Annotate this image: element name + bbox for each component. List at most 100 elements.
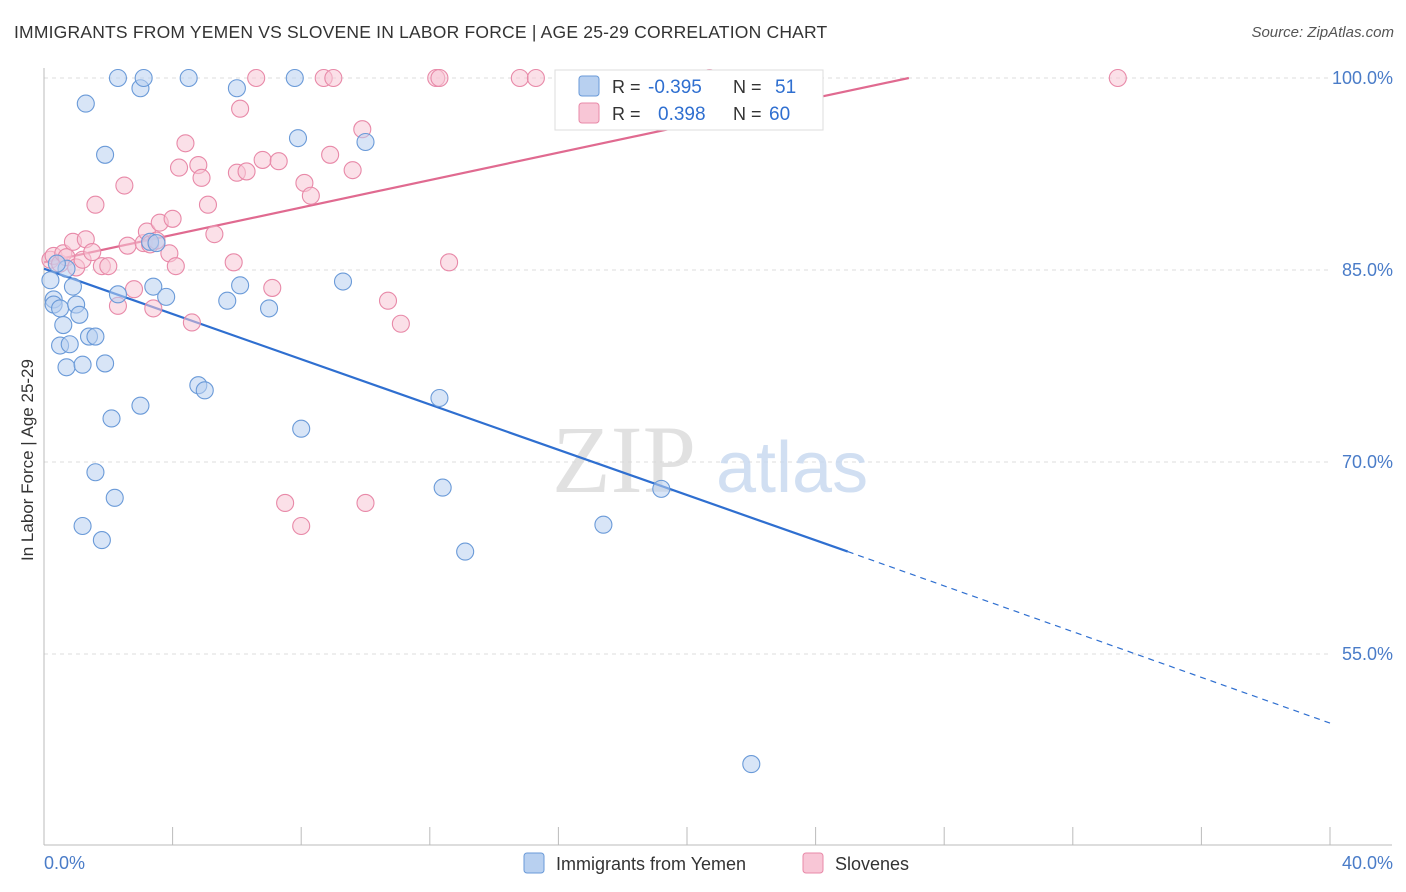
point-yemen-0 (41, 271, 60, 290)
y-tick-label-100: 100.0% (1332, 68, 1393, 88)
point-slovenes-59 (1108, 68, 1127, 88)
source-credit: Source: ZipAtlas.com (1251, 24, 1394, 41)
point-yemen-41 (356, 132, 375, 152)
point-slovenes-36 (237, 162, 256, 181)
point-slovenes-32 (205, 225, 224, 244)
point-yemen-26 (134, 68, 153, 88)
point-yemen-37 (285, 68, 304, 88)
legend-n-value-slovenes: 60 (769, 104, 790, 125)
point-slovenes-51 (378, 291, 398, 310)
legend-swatch-yemen (578, 75, 600, 97)
point-slovenes-14 (115, 176, 134, 195)
bottom-legend-label-yemen: Immigrants from Yemen (556, 854, 746, 874)
point-slovenes-16 (124, 280, 144, 299)
y-tick-label-85: 85.0% (1342, 260, 1393, 280)
point-yemen-43 (433, 478, 452, 497)
point-yemen-47 (742, 755, 761, 774)
point-yemen-8 (60, 335, 79, 354)
point-slovenes-10 (86, 195, 105, 214)
point-yemen-36 (259, 299, 279, 318)
point-slovenes-15 (118, 236, 137, 255)
point-yemen-22 (108, 285, 127, 304)
point-yemen-49 (47, 254, 66, 273)
point-slovenes-28 (182, 313, 201, 332)
point-slovenes-30 (192, 168, 211, 187)
point-slovenes-12 (99, 257, 118, 276)
legend-box: R = -0.395 N = 51 R = 0.398 N = 60 (554, 69, 824, 131)
point-yemen-4 (51, 299, 70, 318)
axes (43, 68, 1392, 846)
point-yemen-30 (179, 68, 198, 88)
point-yemen-42 (430, 388, 449, 408)
point-yemen-45 (594, 515, 613, 534)
point-slovenes-46 (321, 145, 340, 164)
point-yemen-46 (652, 479, 671, 498)
bottom-legend-swatch-slovenes (802, 852, 824, 874)
point-yemen-21 (105, 488, 124, 507)
point-yemen-17 (92, 531, 111, 550)
point-slovenes-56 (510, 68, 529, 88)
point-slovenes-40 (269, 152, 288, 171)
point-slovenes-52 (391, 314, 410, 333)
y-tick-label-70: 70.0% (1342, 452, 1393, 472)
y-tick-label-55: 55.0% (1342, 644, 1393, 664)
bottom-legend-swatch-yemen (523, 852, 545, 874)
point-yemen-19 (96, 354, 115, 373)
point-yemen-16 (86, 327, 105, 346)
point-yemen-20 (102, 409, 121, 428)
watermark: ZIP atlas (552, 406, 868, 513)
point-yemen-28 (144, 277, 163, 296)
point-yemen-13 (76, 94, 95, 113)
point-yemen-18 (96, 145, 115, 164)
trend-line-yemen-extension (847, 551, 1331, 724)
point-yemen-33 (218, 291, 237, 310)
legend-swatch-slovenes (578, 102, 600, 124)
point-slovenes-25 (166, 257, 185, 276)
point-slovenes-31 (198, 195, 218, 214)
point-yemen-44 (456, 542, 475, 561)
point-yemen-40 (333, 272, 353, 291)
point-yemen-15 (86, 463, 105, 482)
legend-r-label-slovenes: R = (612, 104, 641, 124)
point-slovenes-41 (276, 493, 295, 513)
point-yemen-12 (73, 355, 92, 374)
data-points (41, 68, 1127, 774)
legend-n-label-slovenes: N = (733, 104, 762, 124)
point-slovenes-50 (356, 493, 375, 513)
point-slovenes-20 (144, 299, 163, 318)
chart-title: IMMIGRANTS FROM YEMEN VS SLOVENE IN LABO… (14, 22, 828, 42)
point-slovenes-55 (440, 253, 459, 272)
point-slovenes-26 (169, 158, 189, 177)
point-yemen-48 (73, 516, 92, 536)
point-yemen-38 (288, 129, 308, 148)
point-yemen-50 (147, 234, 166, 253)
point-yemen-35 (231, 276, 250, 295)
watermark-zip: ZIP (552, 406, 696, 513)
legend-r-value-slovenes: 0.398 (658, 104, 706, 125)
point-slovenes-37 (247, 68, 266, 88)
point-yemen-7 (57, 358, 76, 377)
point-slovenes-44 (301, 186, 320, 205)
trend-line-yemen (43, 267, 849, 553)
bottom-legend: Immigrants from Yemen Slovenes (523, 852, 909, 874)
point-yemen-23 (108, 68, 127, 88)
watermark-atlas: atlas (716, 428, 868, 508)
point-slovenes-48 (343, 161, 362, 180)
point-slovenes-9 (83, 243, 102, 262)
point-slovenes-35 (231, 99, 250, 118)
point-yemen-9 (63, 277, 82, 296)
point-yemen-24 (131, 396, 150, 415)
point-slovenes-27 (176, 134, 195, 153)
legend-n-label-yemen: N = (733, 77, 762, 97)
point-yemen-5 (54, 315, 73, 335)
point-yemen-11 (70, 305, 89, 324)
point-yemen-34 (227, 79, 246, 98)
point-yemen-29 (157, 287, 176, 306)
x-tick-label-min: 0.0% (44, 853, 85, 873)
point-slovenes-39 (263, 278, 282, 297)
point-slovenes-57 (526, 68, 545, 88)
legend-r-value-yemen: -0.395 (648, 77, 702, 98)
tick-labels: 55.0% 70.0% 85.0% 100.0% 0.0% 40.0% (44, 68, 1393, 873)
point-slovenes-33 (224, 253, 243, 272)
